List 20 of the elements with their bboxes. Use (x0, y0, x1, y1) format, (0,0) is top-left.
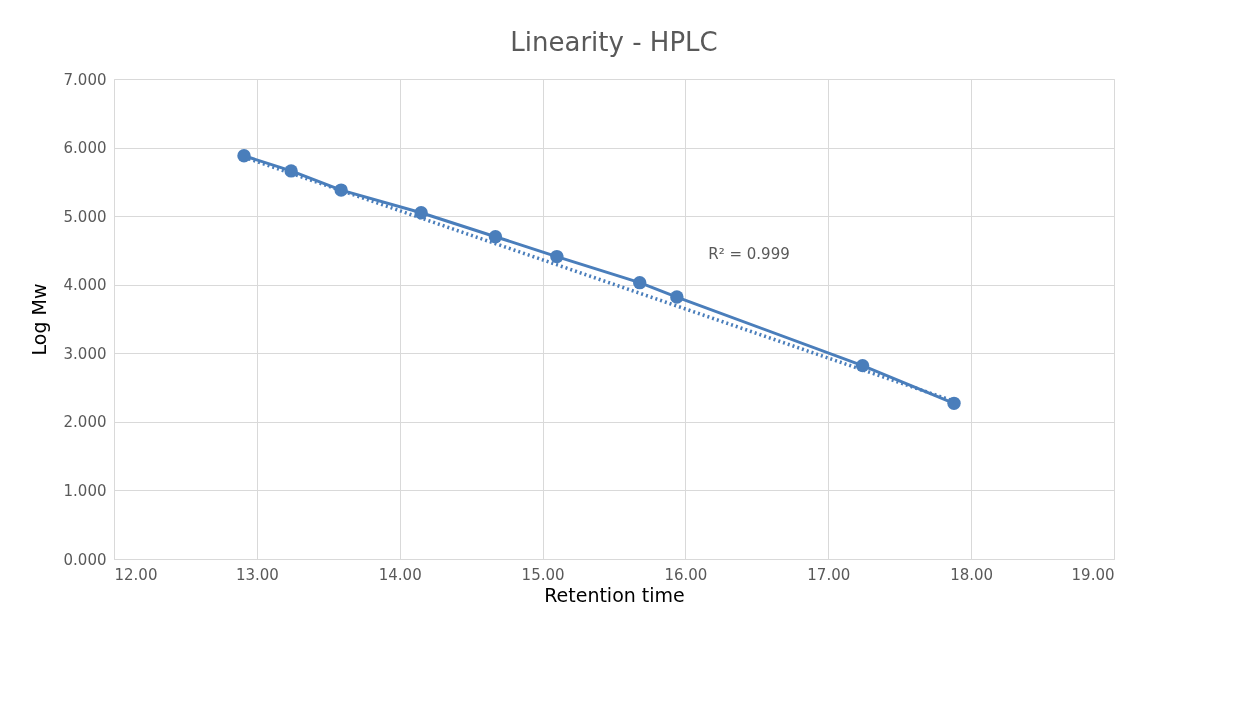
x-axis-title: Retention time (544, 583, 685, 606)
x-tick-label: 13.00 (235, 565, 279, 584)
y-axis-title: Log Mw (27, 283, 50, 356)
x-tick-label: 16.00 (664, 565, 708, 584)
x-tick-label: 17.00 (807, 565, 851, 584)
x-tick-label: 19.00 (1071, 565, 1115, 584)
y-tick-label: 0.000 (63, 550, 107, 569)
chart-title: Linearity - HPLC (510, 27, 718, 57)
y-tick-label: 2.000 (63, 413, 107, 432)
y-tick-label: 6.000 (63, 139, 107, 158)
x-tick-label: 14.00 (378, 565, 422, 584)
x-tick-label: 18.00 (950, 565, 994, 584)
x-tick-label: 15.00 (521, 565, 565, 584)
y-tick-label: 3.000 (63, 344, 107, 363)
y-tick-label: 1.000 (63, 481, 107, 500)
y-tick-label: 4.000 (63, 276, 107, 295)
annotation: R² = 0.999 (708, 245, 790, 264)
y-tick-label: 7.000 (63, 70, 107, 89)
x-tick-label: 12.00 (114, 565, 158, 584)
y-tick-label: 5.000 (63, 207, 107, 226)
